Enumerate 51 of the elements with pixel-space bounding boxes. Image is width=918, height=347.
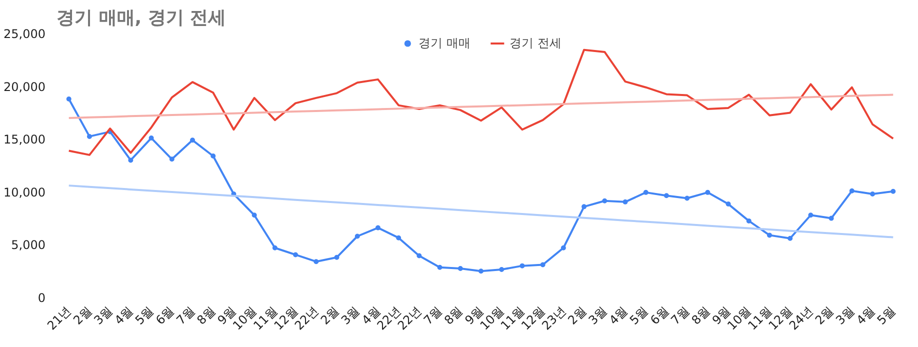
point bbox=[788, 236, 793, 241]
point bbox=[726, 202, 731, 207]
point bbox=[148, 136, 154, 141]
point bbox=[766, 232, 772, 238]
line-series bbox=[68, 48, 894, 156]
point bbox=[458, 266, 463, 271]
point bbox=[499, 267, 504, 272]
point bbox=[437, 264, 442, 270]
point bbox=[86, 134, 92, 139]
point bbox=[66, 96, 72, 102]
line-series bbox=[68, 94, 894, 119]
chart-title: 경기 매매, 경기 전세 bbox=[56, 8, 226, 28]
point bbox=[560, 245, 566, 250]
point bbox=[128, 158, 134, 163]
y-tick-label: 5,000 bbox=[11, 238, 46, 252]
point bbox=[808, 212, 814, 218]
point bbox=[520, 263, 525, 268]
y-tick-label: 0 bbox=[38, 291, 46, 305]
legend-label: 경기 매매 bbox=[418, 34, 470, 52]
point bbox=[622, 199, 628, 204]
point bbox=[293, 252, 298, 258]
point bbox=[828, 216, 834, 221]
point bbox=[643, 190, 648, 195]
legend-label: 경기 전세 bbox=[510, 34, 562, 52]
point bbox=[252, 212, 257, 218]
point bbox=[664, 193, 669, 198]
point bbox=[169, 156, 174, 162]
point bbox=[314, 259, 319, 264]
point bbox=[478, 268, 484, 274]
y-tick-label: 10,000 bbox=[4, 185, 46, 200]
point bbox=[705, 190, 710, 195]
point bbox=[210, 154, 216, 158]
point bbox=[396, 235, 402, 240]
point bbox=[890, 188, 896, 194]
point bbox=[849, 188, 854, 194]
point bbox=[602, 198, 608, 204]
y-tick-label: 15,000 bbox=[4, 132, 46, 147]
point bbox=[684, 196, 690, 201]
y-tick-label: 20,000 bbox=[4, 80, 46, 94]
point bbox=[416, 253, 422, 258]
point bbox=[582, 204, 587, 210]
point bbox=[375, 225, 380, 230]
point bbox=[190, 138, 196, 143]
point bbox=[870, 192, 876, 197]
point bbox=[746, 218, 752, 224]
point bbox=[540, 262, 546, 268]
point bbox=[354, 234, 360, 239]
line-series bbox=[68, 184, 894, 238]
point bbox=[272, 245, 278, 250]
y-tick-label: 25,000 bbox=[4, 27, 46, 41]
point bbox=[334, 254, 340, 260]
